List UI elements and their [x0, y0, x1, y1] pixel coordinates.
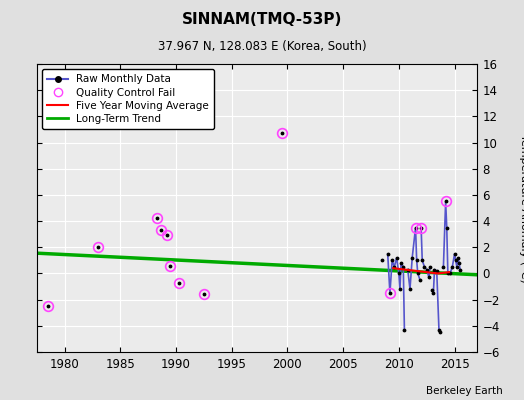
Text: SINNAM(TMQ-53P): SINNAM(TMQ-53P) — [182, 12, 342, 27]
Legend: Raw Monthly Data, Quality Control Fail, Five Year Moving Average, Long-Term Tren: Raw Monthly Data, Quality Control Fail, … — [42, 69, 214, 129]
Y-axis label: Temperature Anomaly (°C): Temperature Anomaly (°C) — [519, 134, 524, 282]
Text: 37.967 N, 128.083 E (Korea, South): 37.967 N, 128.083 E (Korea, South) — [158, 40, 366, 53]
Text: Berkeley Earth: Berkeley Earth — [427, 386, 503, 396]
